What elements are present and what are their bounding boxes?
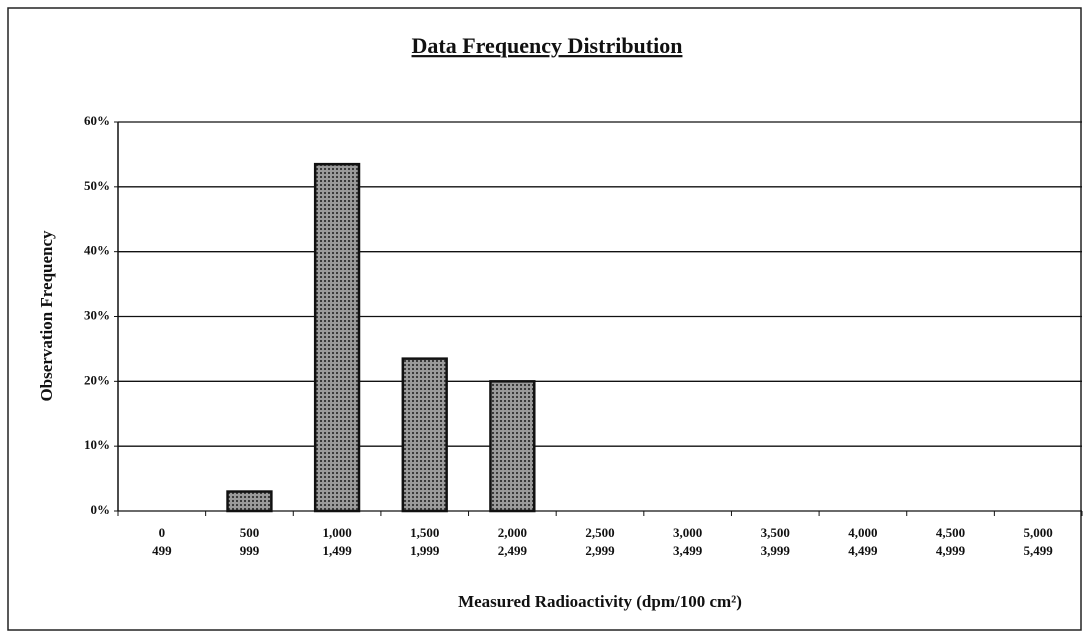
bar — [401, 357, 448, 513]
x-tick-label: 1,500 — [410, 525, 439, 540]
x-tick-label: 499 — [152, 543, 172, 558]
bar — [226, 490, 273, 513]
x-tick-label: 3,999 — [761, 543, 791, 558]
x-tick-label: 4,000 — [848, 525, 877, 540]
x-tick-label: 1,000 — [322, 525, 351, 540]
x-tick-label: 5,499 — [1024, 543, 1054, 558]
y-tick-label: 50% — [84, 178, 110, 193]
y-tick-label: 0% — [91, 502, 111, 517]
x-tick-label: 1,999 — [410, 543, 440, 558]
x-tick-label: 3,499 — [673, 543, 703, 558]
x-tick-label: 5,000 — [1024, 525, 1053, 540]
x-tick-label: 999 — [240, 543, 260, 558]
y-tick-label: 40% — [84, 243, 110, 258]
x-tick-label: 4,999 — [936, 543, 966, 558]
y-tick-label: 60% — [84, 113, 110, 128]
chart-title: Data Frequency Distribution — [412, 33, 683, 58]
y-tick-label: 30% — [84, 307, 110, 322]
bar — [313, 162, 361, 513]
y-tick-label: 10% — [84, 437, 110, 452]
y-axis-label: Observation Frequency — [37, 230, 56, 402]
x-tick-label: 2,499 — [498, 543, 528, 558]
bar — [489, 380, 536, 513]
x-axis-label: Measured Radioactivity (dpm/100 cm²) — [458, 592, 742, 611]
x-tick-label: 3,500 — [761, 525, 790, 540]
x-tick-label: 2,999 — [585, 543, 615, 558]
y-tick-label: 20% — [84, 372, 110, 387]
x-tick-label: 4,500 — [936, 525, 965, 540]
x-tick-label: 1,499 — [322, 543, 352, 558]
x-tick-label: 2,500 — [585, 525, 614, 540]
frame — [7, 7, 1082, 631]
x-tick-label: 3,000 — [673, 525, 702, 540]
x-tick-label: 4,499 — [848, 543, 878, 558]
x-tick-label: 2,000 — [498, 525, 527, 540]
x-tick-label: 500 — [240, 525, 260, 540]
x-tick-label: 0 — [159, 525, 166, 540]
